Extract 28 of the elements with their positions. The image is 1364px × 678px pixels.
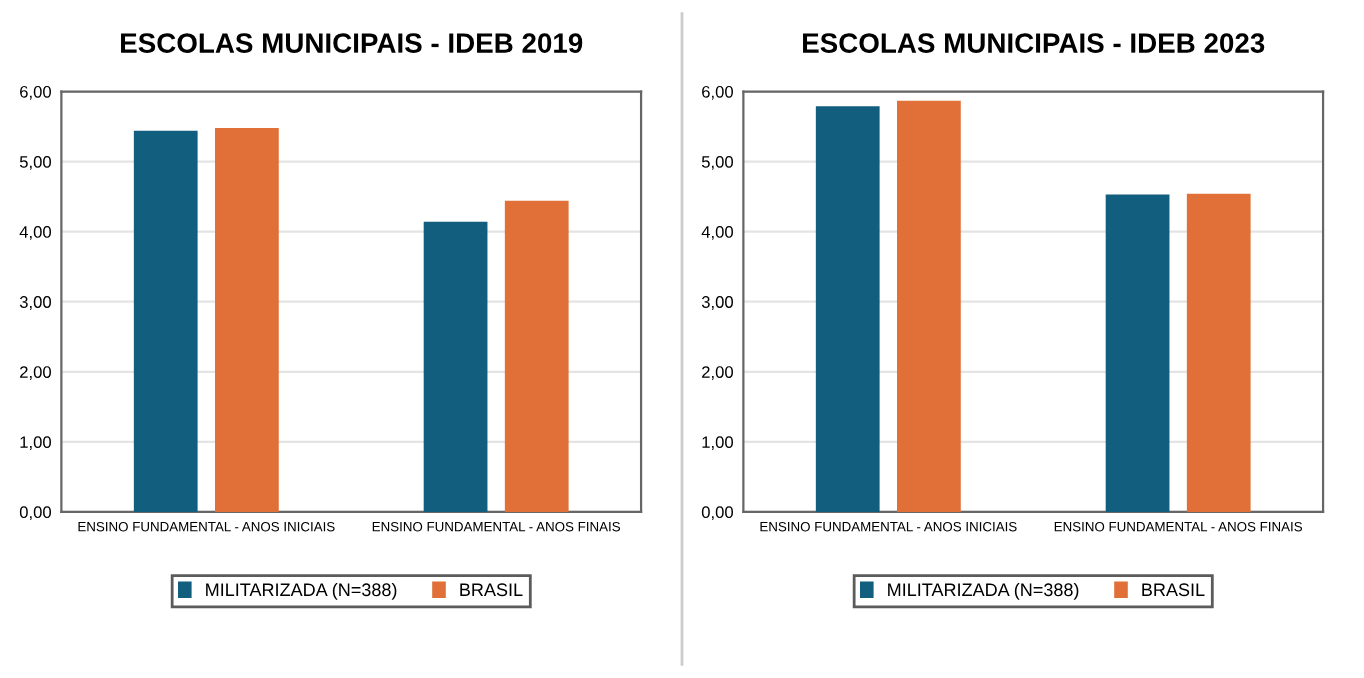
y-tick-label: 5,00 bbox=[701, 155, 734, 170]
y-tick-label: 1,00 bbox=[702, 436, 734, 450]
y-tick-label: 4,00 bbox=[19, 226, 52, 240]
y-tick-label: 2,00 bbox=[20, 366, 52, 380]
legend-label: BRASIL bbox=[1142, 583, 1205, 597]
y-tick-label: 3,00 bbox=[701, 296, 734, 310]
bar bbox=[815, 106, 880, 512]
bar bbox=[133, 130, 198, 512]
y-tick-label: 2,00 bbox=[702, 366, 734, 380]
bar bbox=[504, 200, 569, 512]
bar bbox=[215, 127, 279, 512]
chart-title: ESCOLAS MUNICIPAIS - IDEB 2023 bbox=[803, 33, 1265, 53]
legend-label: BRASIL bbox=[460, 583, 523, 597]
legend-label: MILITARIZADA (N=388) bbox=[206, 582, 397, 600]
chart-title: ESCOLAS MUNICIPAIS - IDEB 2019 bbox=[121, 33, 583, 53]
bar bbox=[423, 221, 488, 512]
bar bbox=[1186, 193, 1251, 512]
y-tick-label: 4,00 bbox=[701, 226, 734, 240]
y-tick-label: 3,00 bbox=[19, 296, 52, 310]
y-tick-label: 6,00 bbox=[20, 85, 52, 100]
bar bbox=[1105, 194, 1170, 512]
legend-label: MILITARIZADA (N=388) bbox=[888, 582, 1079, 600]
y-tick-label: 0,00 bbox=[701, 506, 734, 521]
y-tick-label: 6,00 bbox=[702, 85, 734, 100]
y-tick-label: 5,00 bbox=[19, 155, 52, 170]
y-tick-label: 0,00 bbox=[19, 506, 52, 521]
y-tick-label: 1,00 bbox=[20, 436, 52, 450]
bar bbox=[897, 100, 961, 512]
